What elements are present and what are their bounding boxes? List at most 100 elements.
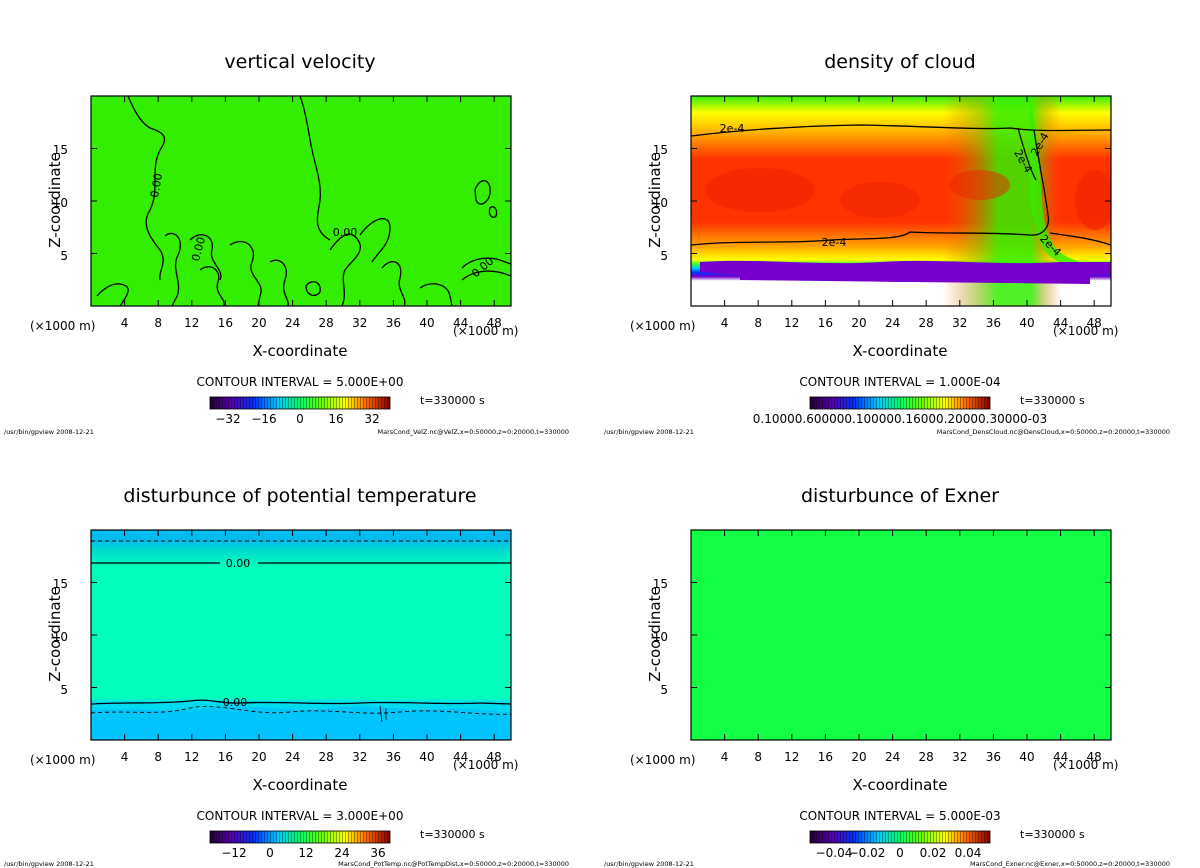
x-tick-label: 4 (121, 750, 129, 764)
x-ticks: 4 8 12 16 20 24 28 32 36 40 44 48 (91, 96, 511, 330)
x-tick-label: 40 (1019, 316, 1034, 330)
y-tick-label: 5 (660, 683, 668, 697)
x-tick-label: 20 (251, 316, 266, 330)
contour-interval: CONTOUR INTERVAL = 5.000E+00 (197, 375, 404, 389)
contour-interval: CONTOUR INTERVAL = 1.000E-04 (799, 375, 1000, 389)
chart-title: disturbunce of potential temperature (123, 485, 476, 507)
x-tick-label: 16 (818, 316, 833, 330)
x-ticks: 4 8 12 16 20 24 28 32 36 40 44 48 (91, 530, 511, 764)
y-axis-label: Z-coordinate (646, 152, 664, 247)
chart-title: disturbunce of Exner (801, 485, 999, 507)
colorbar-tick-label: 16 (328, 412, 343, 426)
x-unit-label: (×1000 m) (30, 753, 95, 767)
x-tick-label: 20 (251, 750, 266, 764)
x-tick-label: 12 (184, 316, 199, 330)
x-tick-label: 32 (352, 316, 367, 330)
x-tick-label: 40 (1019, 750, 1034, 764)
panel-potential-temperature: disturbunce of potential temperature 0.0… (4, 485, 569, 868)
colorbar-tick-label: 0.02 (920, 846, 947, 860)
x-tick-label: 12 (184, 750, 199, 764)
x-tick-label: 40 (419, 316, 434, 330)
heatmap-field (691, 530, 1111, 740)
contour-label: 0.00 (226, 557, 251, 570)
panel-exner: disturbunce of Exner 4 8 12 16 20 24 28 32 36 40 4… (604, 485, 1170, 868)
contour-label: 2e-4 (720, 122, 745, 135)
heatmap-field (691, 96, 1111, 306)
y-axis-label: Z-coordinate (646, 586, 664, 681)
heatmap-field (91, 96, 511, 306)
heatmap-field (91, 530, 511, 740)
x-tick-label: 44 (1053, 316, 1068, 330)
x-tick-label: 16 (818, 750, 833, 764)
contour-lines (91, 540, 511, 723)
time-label: t=330000 s (1020, 394, 1085, 407)
y-tick-label: 15 (653, 143, 668, 157)
x-tick-label: 16 (218, 750, 233, 764)
footer-right: MarsCond_DensCloud.nc@DensCloud,x=0:5000… (937, 428, 1170, 436)
colorbar-tick-label: 0 (296, 412, 304, 426)
footer-left: /usr/bin/gpview 2008-12-21 (604, 860, 694, 868)
contour-label: 0.00 (223, 696, 248, 709)
colorbar-tick-label: 0 (896, 846, 904, 860)
x-tick-label: 48 (487, 316, 502, 330)
x-unit-label: (×1000 m) (630, 753, 695, 767)
x-tick-label: 44 (1053, 750, 1068, 764)
y-tick-label: 15 (53, 577, 68, 591)
y-axis-label: Z-coordinate (46, 586, 64, 681)
footer-left: /usr/bin/gpview 2008-12-21 (604, 428, 694, 436)
contour-label: 0.00 (333, 226, 358, 239)
x-tick-label: 4 (721, 316, 729, 330)
x-tick-label: 4 (721, 750, 729, 764)
x-unit-label: (×1000 m) (30, 319, 95, 333)
colorbar-tick-label: 0.04 (955, 846, 982, 860)
x-tick-label: 8 (154, 750, 162, 764)
y-axis-label: Z-coordinate (46, 152, 64, 247)
x-tick-label: 12 (784, 316, 799, 330)
x-axis-label: X-coordinate (853, 776, 948, 794)
contour-label: 2e-4 (822, 236, 847, 249)
colorbar-frame (209, 396, 391, 410)
x-tick-label: 32 (352, 750, 367, 764)
y-tick-label: 5 (60, 683, 68, 697)
x-tick-label: 48 (487, 750, 502, 764)
contour-interval: CONTOUR INTERVAL = 5.000E-03 (799, 809, 1000, 823)
y-tick-label: 10 (653, 630, 668, 644)
x-unit-label: (×1000 m) (1053, 758, 1118, 772)
x-unit-label: (×1000 m) (453, 758, 518, 772)
footer-right: MarsCond_Exner.nc@Exner,x=0:50000,z=0:20… (970, 860, 1170, 868)
x-tick-label: 48 (1087, 316, 1102, 330)
x-tick-label: 20 (851, 316, 866, 330)
y-tick-label: 10 (53, 196, 68, 210)
x-unit-label: (×1000 m) (1053, 324, 1118, 338)
colorbar-tick-label: −12 (221, 846, 246, 860)
x-tick-label: 44 (453, 316, 468, 330)
colorbar-stripes (810, 831, 990, 843)
x-axis-label: X-coordinate (253, 342, 348, 360)
colorbar-tick-label: −0.02 (849, 846, 886, 860)
x-tick-label: 24 (285, 750, 300, 764)
colorbar-tick-label: 0.10000.600000.100000.16000.20000.30000-… (753, 412, 1047, 426)
x-tick-label: 36 (386, 316, 401, 330)
colorbar-tick-label: −16 (251, 412, 276, 426)
chart-title: density of cloud (824, 51, 976, 73)
x-tick-label: 4 (121, 316, 129, 330)
y-tick-label: 10 (53, 630, 68, 644)
colorbar-tick-label: 36 (370, 846, 385, 860)
x-tick-label: 48 (1087, 750, 1102, 764)
y-tick-label: 10 (653, 196, 668, 210)
x-tick-label: 24 (885, 750, 900, 764)
x-tick-label: 28 (319, 750, 334, 764)
colorbar-tick-label: 0 (266, 846, 274, 860)
x-tick-label: 28 (919, 316, 934, 330)
panel-density-of-cloud: density of cloud 2e-4 2e-4 2e-4 2e-4 2e-… (604, 51, 1170, 436)
x-tick-label: 44 (453, 750, 468, 764)
x-unit-label: (×1000 m) (453, 324, 518, 338)
x-tick-label: 20 (851, 750, 866, 764)
footer-right: MarsCond_PotTemp.nc@PotTempDist,x=0:5000… (338, 860, 569, 868)
x-tick-label: 32 (952, 750, 967, 764)
colorbar-tick-label: −32 (215, 412, 240, 426)
y-tick-label: 5 (60, 249, 68, 263)
footer-right: MarsCond_VelZ.nc@VelZ,x=0:50000,z=0:2000… (378, 428, 569, 436)
contour-lines (96, 96, 511, 306)
